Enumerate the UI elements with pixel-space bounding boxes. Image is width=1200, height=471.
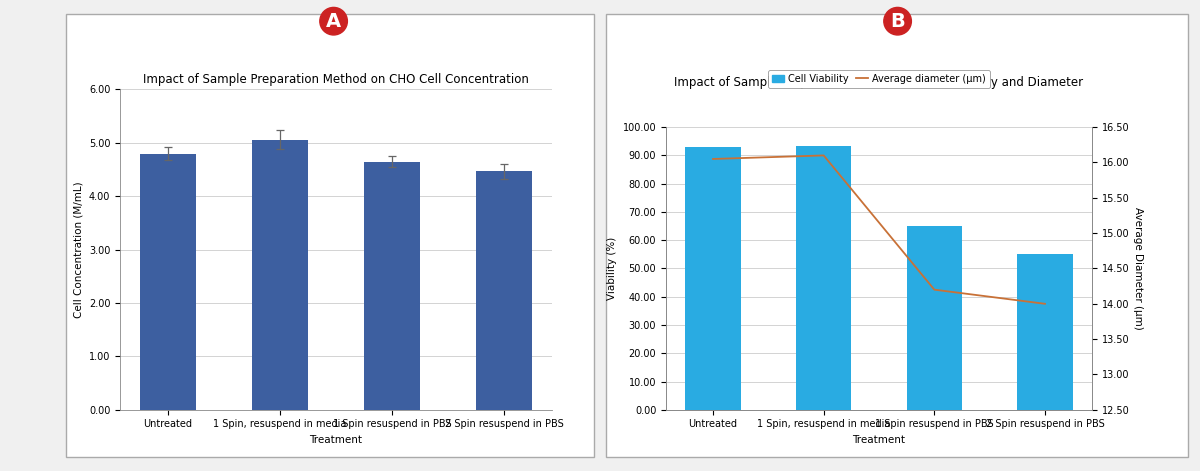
Bar (139, 154, 196, 410)
X-axis label: Treatment: Treatment (310, 435, 362, 445)
Bar (476, 171, 533, 410)
Title: Impact of Sample Preparation Method on CHO Viability and Diameter: Impact of Sample Preparation Method on C… (674, 75, 1084, 89)
Bar (907, 226, 962, 410)
X-axis label: Treatment: Treatment (852, 435, 906, 445)
Bar (1018, 254, 1073, 410)
Bar (685, 147, 740, 410)
Bar (364, 162, 420, 410)
Y-axis label: Average Diameter (μm): Average Diameter (μm) (1133, 207, 1144, 330)
Text: B: B (890, 12, 905, 31)
Text: A: A (326, 12, 341, 31)
Title: Impact of Sample Preparation Method on CHO Cell Concentration: Impact of Sample Preparation Method on C… (143, 73, 529, 86)
Legend: Cell Viability, Average diameter (μm): Cell Viability, Average diameter (μm) (768, 70, 990, 88)
Y-axis label: Viability (%): Viability (%) (607, 237, 617, 300)
Bar (796, 146, 851, 410)
Bar (252, 140, 308, 410)
Y-axis label: Cell Concentration (M/mL): Cell Concentration (M/mL) (73, 181, 83, 318)
